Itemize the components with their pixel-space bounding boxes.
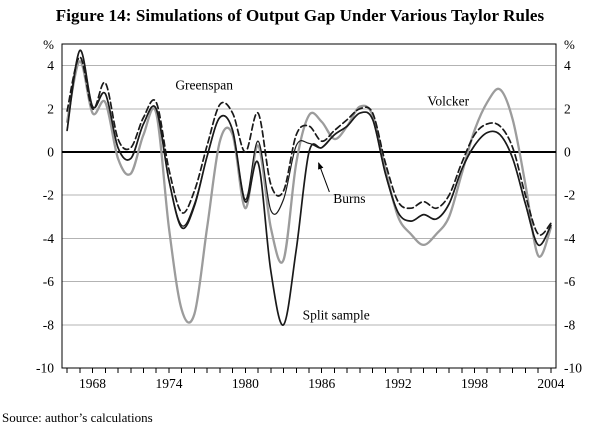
y-tick-label-right: -2 [564,188,575,203]
y-tick-label-left: 2 [47,101,54,116]
annotation-arrow-burns [318,162,330,193]
series-line-burns [66,49,552,246]
annotation-burns: Burns [333,191,365,206]
y-tick-label-left: -4 [43,231,54,246]
annotation-greenspan: Greenspan [175,77,233,92]
source-note: Source: author’s calculations [2,410,153,425]
annotation-volcker: Volcker [427,94,469,109]
y-tick-label-right: 0 [564,145,571,160]
annotation-split-sample: Split sample [303,307,370,322]
x-tick-label: 1986 [308,376,335,391]
x-tick-label: 1998 [461,376,488,391]
series-line-greenspan [66,56,552,236]
figure-title: Figure 14: Simulations of Output Gap Und… [55,6,545,25]
x-tick-label: 1968 [79,376,106,391]
y-tick-label-right: -4 [564,231,575,246]
y-tick-label-left: 4 [47,58,54,73]
y-tick-label-right: -8 [564,317,575,332]
series-line-split-sample [66,49,552,326]
x-tick-label: 1980 [232,376,259,391]
series-line-volcker [65,60,553,324]
y-tick-label-left: -10 [36,361,54,376]
y-tick-label-left: 0 [47,145,54,160]
x-tick-label: 1974 [155,376,182,391]
y-tick-label-right: -6 [564,274,575,289]
plot-border [61,43,557,369]
x-tick-label: 2004 [537,376,564,391]
output-gap-line-chart: 1968 1974 1980 1986 1992 1998 2004 4 4 2 2 0 0 -2 -2 -4… [36,37,582,391]
chart-area: 1968 1974 1980 1986 1992 1998 2004 4 4 2 2 0 0 -2 -2 -4… [0,30,600,404]
y-tick-label-left: -8 [43,317,54,332]
y-axis-unit-right: % [564,37,575,52]
y-tick-label-left: -2 [43,188,54,203]
y-tick-label-right: 4 [564,58,571,73]
y-tick-label-right: -10 [564,361,582,376]
y-tick-label-right: 2 [564,101,571,116]
y-axis-unit-left: % [43,37,54,52]
y-tick-label-left: -6 [43,274,54,289]
x-tick-label: 1992 [385,376,412,391]
